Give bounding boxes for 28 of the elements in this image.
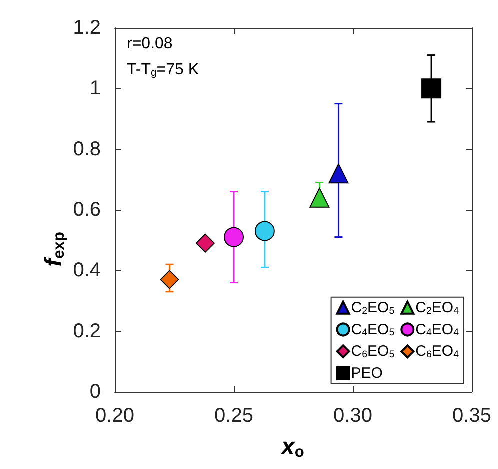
y-tick-label: 0 — [90, 381, 101, 403]
y-axis-title: fexp — [40, 232, 68, 267]
point — [160, 270, 180, 290]
legend-label: C6EO4 — [416, 343, 460, 360]
legend-label: C4EO5 — [351, 321, 396, 339]
x-tick-label: 0.35 — [452, 405, 492, 427]
y-tick-label: 0.2 — [73, 320, 101, 342]
point — [196, 234, 215, 253]
y-tick-label: 0.6 — [73, 199, 101, 221]
point — [328, 164, 349, 184]
point — [310, 188, 330, 208]
y-tick-label: 0.4 — [73, 260, 101, 282]
point — [422, 78, 442, 99]
legend-label: C4EO4 — [416, 321, 460, 339]
y-tick-label: 1 — [90, 78, 101, 100]
point — [224, 227, 244, 248]
x-tick-label: 0.25 — [214, 405, 254, 427]
legend-label: C6EO5 — [351, 343, 396, 360]
point — [254, 221, 275, 242]
x-tick-label: 0.20 — [96, 405, 134, 427]
annotation: r=0.08 — [127, 36, 173, 52]
y-tick-label: 1.2 — [73, 17, 101, 39]
x-axis-title: xo — [280, 434, 304, 461]
legend-label: PEO — [351, 365, 383, 382]
x-tick-label: 0.30 — [334, 405, 372, 427]
y-tick-label: 0.8 — [73, 138, 101, 160]
legend-label: C2EO5 — [351, 299, 396, 317]
legend-label: C2EO4 — [416, 299, 460, 317]
